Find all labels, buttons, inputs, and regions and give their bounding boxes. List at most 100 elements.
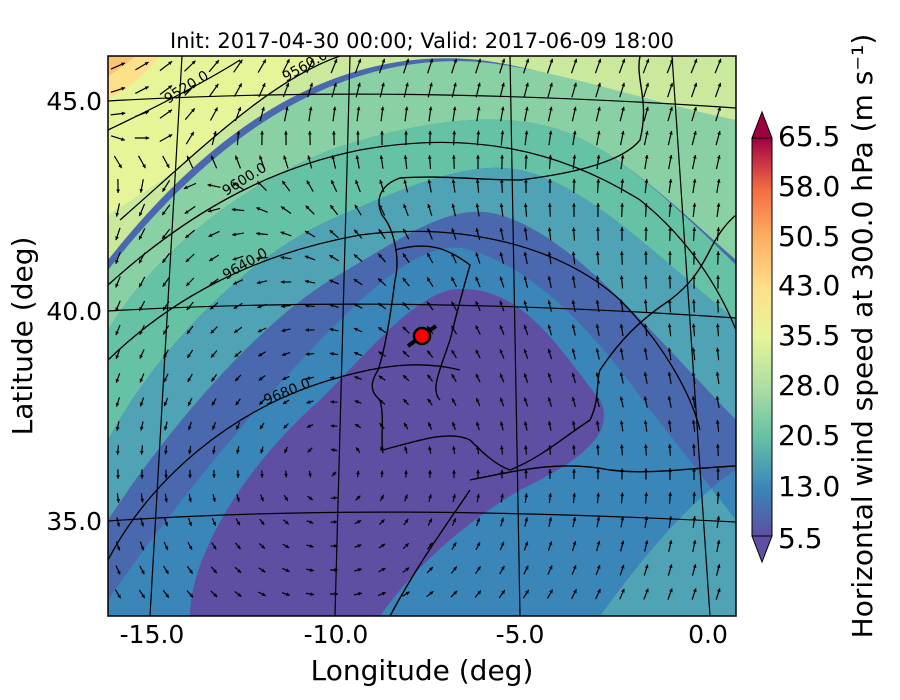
- wind-arrow-head: [404, 494, 408, 499]
- wind-arrow-head: [667, 372, 672, 376]
- wind-arrow-head: [716, 564, 721, 569]
- wind-arrow-head: [139, 378, 144, 383]
- wind-arrow-head: [523, 373, 528, 378]
- wind-arrow-head: [353, 327, 358, 332]
- wind-arrow-head: [595, 227, 600, 231]
- wind-arrow-head: [356, 495, 361, 500]
- wind-arrow-head: [691, 347, 696, 352]
- wind-arrow-head: [163, 330, 167, 335]
- y-axis: 45.0 40.0 35.0: [46, 87, 102, 536]
- wind-arrow-head: [525, 82, 529, 87]
- wind-arrow-head: [597, 82, 601, 87]
- y-axis-label: Latitude (deg): [6, 237, 39, 436]
- wind-arrow-head: [235, 401, 240, 406]
- wind-arrow-head: [595, 372, 600, 377]
- wind-arrow-head: [280, 231, 285, 236]
- wind-arrow-head: [402, 277, 407, 282]
- wind-arrow-head: [139, 330, 143, 335]
- wind-arrow-head: [716, 468, 720, 472]
- wind-arrow-head: [501, 58, 506, 63]
- wind-arrow-head: [186, 282, 190, 287]
- wind-arrow-head: [428, 542, 433, 547]
- wind-arrow-head: [162, 187, 166, 192]
- wind-arrow-head: [329, 255, 334, 259]
- wind-arrow-head: [693, 82, 698, 87]
- wind-arrow-head: [644, 564, 649, 569]
- wind-arrow-head: [452, 446, 456, 450]
- wind-arrow-head: [548, 106, 553, 111]
- wind-arrow-head: [115, 402, 120, 407]
- wind-arrow-head: [549, 58, 554, 63]
- map-title: Init: 2017-04-30 00:00; Valid: 2017-06-0…: [170, 29, 674, 53]
- wind-arrow-head: [235, 155, 239, 160]
- x-axis-label: Longitude (deg): [311, 654, 534, 687]
- wind-arrow-head: [595, 444, 600, 449]
- wind-arrow-head: [548, 130, 553, 135]
- wind-arrow-head: [139, 235, 143, 240]
- wind-arrow-head: [115, 354, 120, 359]
- wind-arrow-head: [451, 422, 456, 427]
- wind-arrow-head: [309, 59, 314, 63]
- wind-arrow-head: [428, 130, 433, 135]
- wind-arrow-head: [231, 207, 236, 212]
- wind-arrow-head: [234, 329, 239, 333]
- wind-arrow-head: [163, 354, 168, 359]
- wind-arrow-head: [259, 155, 263, 160]
- wind-arrow-head: [355, 424, 360, 428]
- wind-arrow-head: [403, 179, 408, 184]
- wind-arrow-head: [257, 181, 262, 186]
- wind-arrow-head: [236, 425, 240, 430]
- wind-arrow-head: [451, 203, 456, 208]
- wind-arrow-head: [500, 469, 504, 474]
- wind-arrow-head: [380, 446, 384, 451]
- lon-line-10: [334, 56, 351, 616]
- wind-arrow-head: [644, 251, 648, 255]
- wind-arrow-head: [163, 306, 167, 311]
- wind-arrow-head: [256, 207, 261, 211]
- wind-arrow-head: [139, 354, 144, 359]
- wind-arrow-head: [499, 397, 504, 402]
- wind-arrow-head: [354, 376, 359, 380]
- wind-arrow-head: [716, 588, 721, 593]
- wind-arrow-head: [403, 375, 407, 379]
- wind-arrow-head: [353, 254, 358, 259]
- wind-arrow-head: [211, 377, 216, 382]
- wind-arrow-head: [402, 350, 407, 355]
- wind-arrow-head: [453, 82, 457, 87]
- wind-arrow-head: [282, 400, 287, 404]
- wind-arrow-head: [261, 106, 265, 111]
- wind-arrow-head: [667, 275, 672, 280]
- wind-arrow-head: [499, 252, 504, 257]
- wind-arrow-head: [163, 426, 168, 431]
- wind-arrow-head: [356, 130, 360, 135]
- wind-arrow-head: [669, 58, 674, 63]
- wind-arrow-head: [619, 348, 624, 353]
- wind-arrow-head: [139, 283, 143, 288]
- wind-arrow-head: [692, 227, 697, 231]
- wind-arrow-head: [547, 421, 552, 426]
- wind-arrow-head: [451, 179, 456, 184]
- wind-arrow-head: [692, 540, 697, 544]
- wind-arrow-head: [162, 211, 166, 216]
- wind-arrow-head: [692, 275, 696, 279]
- wind-arrow-head: [168, 61, 173, 66]
- wind-arrow-head: [643, 348, 648, 352]
- north-africa-inland: [389, 489, 471, 616]
- wind-arrow-head: [668, 179, 673, 183]
- wind-arrow-head: [121, 86, 126, 91]
- wind-arrow-head: [475, 203, 480, 208]
- wind-arrow-head: [236, 474, 240, 478]
- wind-arrow-head: [260, 544, 265, 549]
- wind-arrow-head: [715, 396, 720, 400]
- wind-arrow-head: [309, 544, 314, 548]
- wind-arrow-head: [305, 205, 310, 210]
- wind-arrow-head: [116, 189, 120, 193]
- wind-arrow-head: [286, 59, 290, 64]
- wind-arrow-head: [334, 568, 338, 572]
- wind-arrow-head: [355, 179, 359, 184]
- wind-speed-band-35: [108, 56, 330, 215]
- wind-arrow-head: [620, 227, 624, 231]
- wind-arrow-head: [236, 521, 240, 526]
- wind-arrow-head: [525, 589, 529, 594]
- wind-arrow-head: [645, 106, 649, 111]
